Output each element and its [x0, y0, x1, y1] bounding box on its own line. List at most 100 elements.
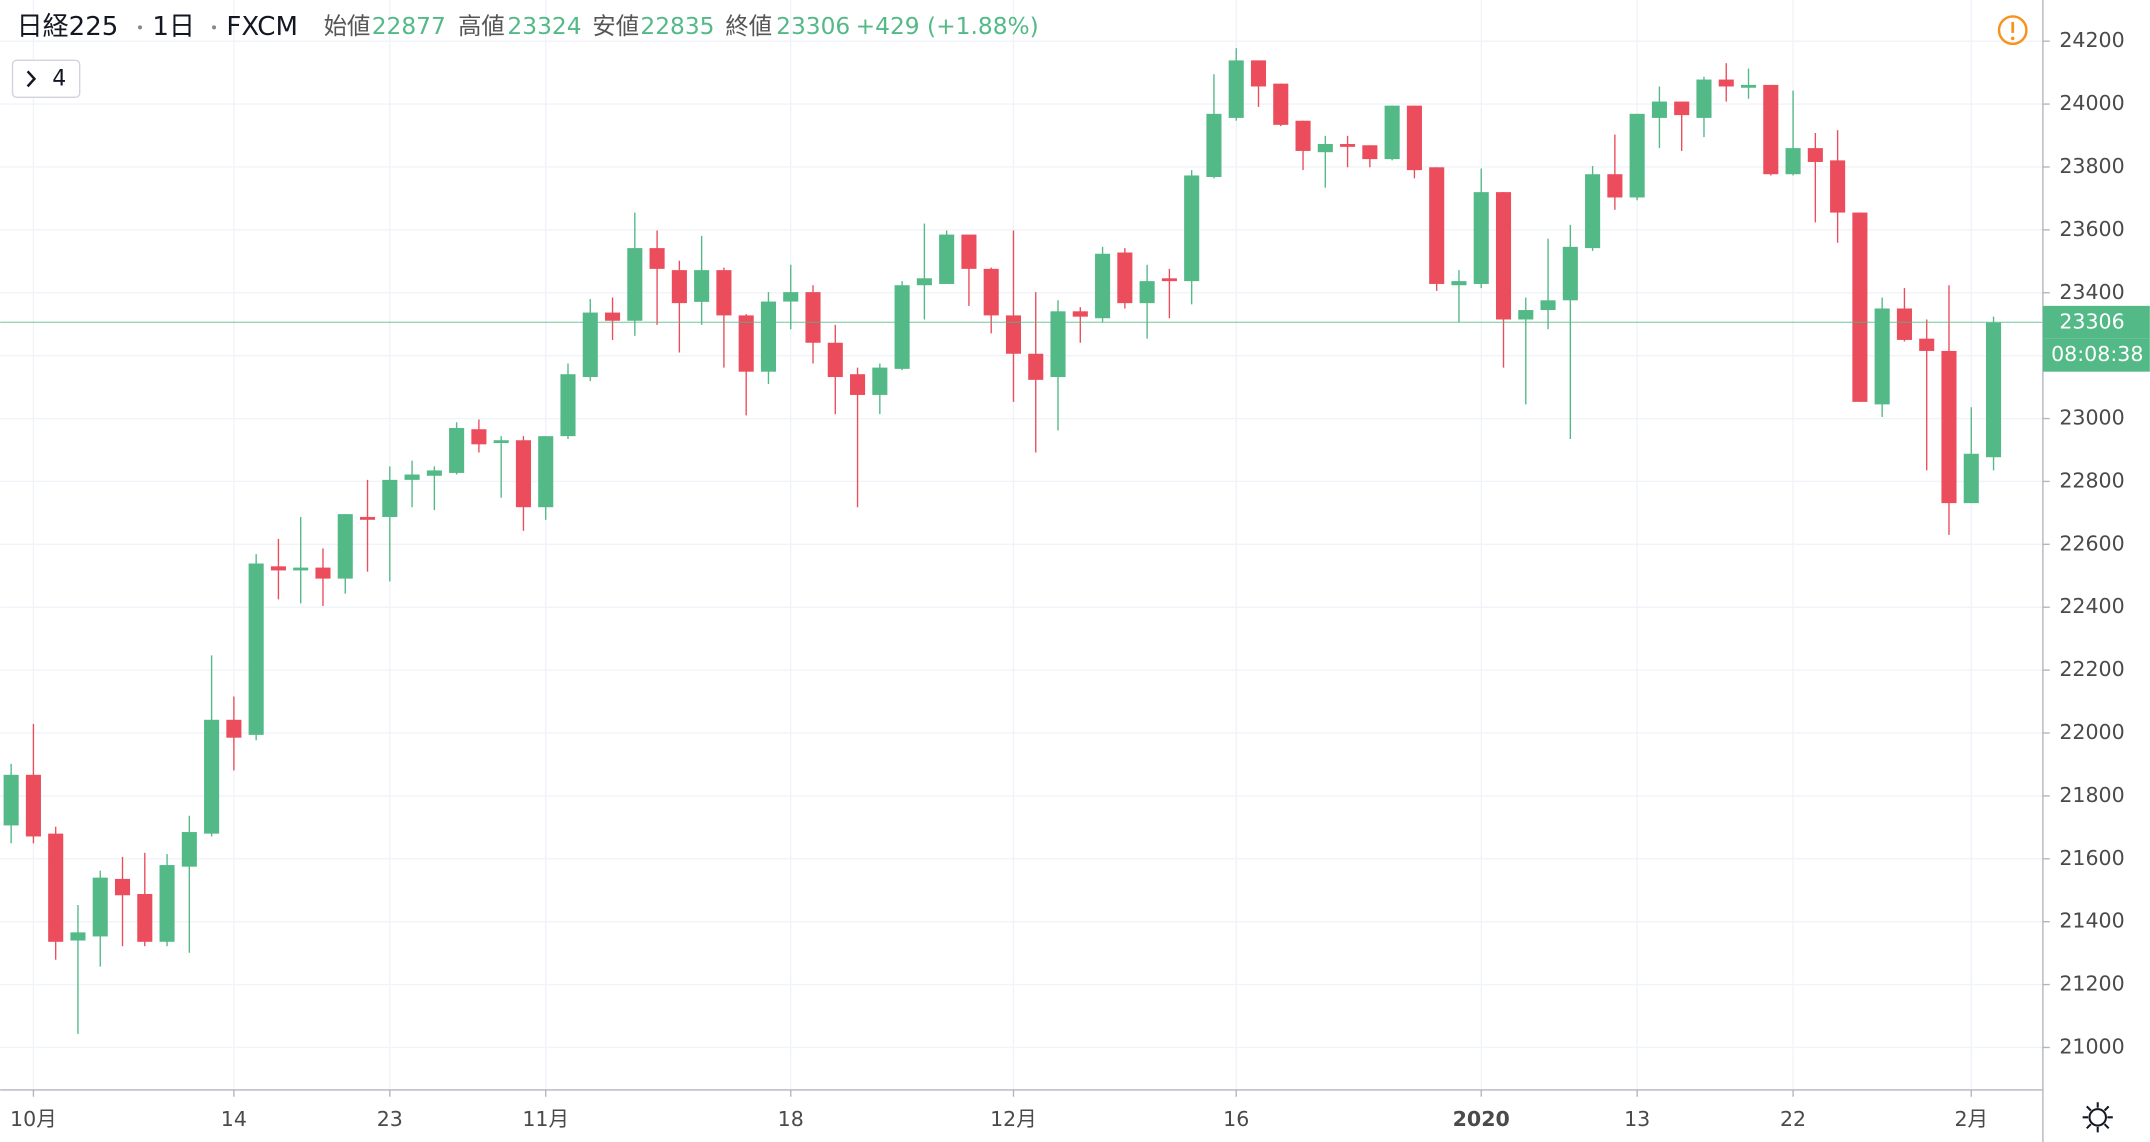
x-tick-label: 11月	[522, 1107, 569, 1131]
candle-body	[538, 436, 554, 508]
candle-body	[1985, 322, 2002, 458]
alert-icon[interactable]	[1997, 15, 2028, 46]
x-tick-label: 16	[1223, 1107, 1249, 1131]
candle-body	[1540, 300, 1556, 311]
low-label: 安値	[592, 13, 639, 40]
candle-body	[1250, 60, 1267, 87]
candle-body	[694, 270, 710, 302]
candle-body	[114, 878, 131, 896]
candle-body	[649, 248, 665, 269]
candle-body	[70, 932, 86, 941]
candle-body	[3, 774, 19, 826]
candle-body	[181, 832, 197, 867]
y-tick-label: 22600	[2059, 531, 2124, 555]
candle-body	[1206, 113, 1222, 178]
y-tick-label: 23400	[2059, 280, 2124, 304]
candle-body	[1740, 84, 1757, 88]
candle-body	[293, 567, 309, 571]
candle-body	[1585, 174, 1601, 249]
low-value: 22835	[640, 13, 714, 40]
candle-body	[1963, 453, 1979, 504]
open-value: 22877	[372, 13, 446, 40]
header: 日経225 1日 FXCM 始値 22877 高値 23324 安値 22835…	[17, 12, 1039, 42]
candle-body	[738, 315, 754, 372]
separator	[137, 25, 143, 30]
open-label: 始値	[324, 13, 371, 40]
sun-icon[interactable]	[2088, 1108, 2107, 1127]
candle-body	[337, 514, 353, 579]
candle-body	[1852, 212, 1868, 402]
candle-body	[1896, 308, 1912, 340]
candle-body	[939, 234, 955, 284]
source: FXCM	[226, 12, 298, 42]
settings-icon[interactable]	[2082, 1102, 2113, 1133]
candle-body	[515, 440, 531, 508]
y-tick-label: 22800	[2059, 468, 2124, 492]
candle-body	[248, 563, 264, 735]
candle-body	[359, 516, 376, 520]
candle-body	[560, 374, 576, 437]
candle-body	[1451, 281, 1467, 286]
indicator-count: 4	[52, 67, 66, 92]
candle-body	[25, 774, 41, 837]
alert-dot	[2010, 36, 2015, 41]
candle-body	[1028, 353, 1044, 380]
candle-body	[137, 893, 153, 942]
countdown-box	[2042, 338, 2150, 372]
candle-body	[1651, 101, 1667, 118]
candle-body	[92, 877, 108, 937]
indicator-toggle[interactable]: 4	[11, 59, 81, 99]
candle-body	[1117, 252, 1133, 304]
candle-body	[916, 278, 932, 286]
close-label: 終値	[725, 13, 772, 40]
x-tick-label: 12月	[990, 1107, 1037, 1131]
x-tick-label: 10月	[10, 1107, 57, 1131]
candle-body	[1941, 350, 1957, 504]
candle-body	[1139, 281, 1155, 304]
candle-body	[1161, 278, 1177, 282]
y-tick-label: 21800	[2059, 783, 2124, 807]
candle-body	[1362, 145, 1378, 160]
candle-body	[827, 342, 843, 378]
price-label: 23306	[2059, 309, 2124, 333]
candle-body	[493, 440, 509, 444]
candle-body	[1095, 253, 1111, 319]
candle-body	[1718, 79, 1734, 87]
y-tick-label: 24200	[2059, 28, 2124, 52]
candle-body	[1406, 105, 1422, 171]
candle-body	[605, 312, 621, 321]
candle-body	[671, 270, 687, 304]
candle-body	[1874, 308, 1890, 405]
candle-body	[1629, 113, 1645, 198]
candle-body	[582, 312, 598, 378]
interval: 1日	[152, 12, 195, 42]
candle-body	[1005, 315, 1022, 354]
high-label: 高値	[458, 13, 505, 40]
y-tick-label: 23000	[2059, 406, 2124, 430]
separator	[211, 25, 217, 30]
alert-circle[interactable]	[1997, 15, 2028, 46]
candle-body	[449, 427, 465, 473]
symbol: 日経225	[17, 12, 119, 42]
candle-body	[404, 474, 420, 480]
y-tick-label: 24000	[2059, 91, 2124, 115]
candle-body	[1473, 192, 1489, 284]
candle-body	[1340, 144, 1356, 147]
candle-body	[1518, 310, 1534, 320]
candle-body	[1317, 144, 1333, 153]
candle-body	[159, 865, 175, 942]
candle-body	[1295, 120, 1311, 151]
y-tick-label: 21600	[2059, 846, 2124, 870]
candle-body	[382, 479, 398, 517]
candle-body	[760, 301, 777, 372]
toggle-button[interactable]	[11, 59, 81, 99]
candle-body	[1674, 101, 1690, 116]
y-tick-label: 23800	[2059, 154, 2124, 178]
candle-body	[1830, 160, 1846, 213]
candle-body	[1495, 192, 1512, 320]
candle-body	[1919, 338, 1935, 351]
candle-body	[226, 719, 242, 738]
candle-body	[1785, 148, 1801, 175]
candle-body	[1807, 148, 1823, 162]
